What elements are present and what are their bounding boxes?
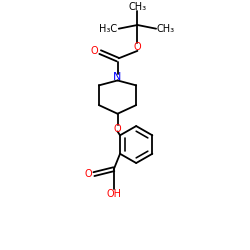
Text: O: O: [114, 124, 121, 134]
Text: O: O: [85, 169, 92, 179]
Text: CH₃: CH₃: [157, 24, 175, 34]
Text: H₃C: H₃C: [98, 24, 117, 34]
Text: O: O: [134, 42, 141, 52]
Text: OH: OH: [106, 189, 121, 199]
Text: N: N: [113, 72, 122, 82]
Text: CH₃: CH₃: [128, 2, 146, 12]
Text: O: O: [91, 46, 98, 56]
